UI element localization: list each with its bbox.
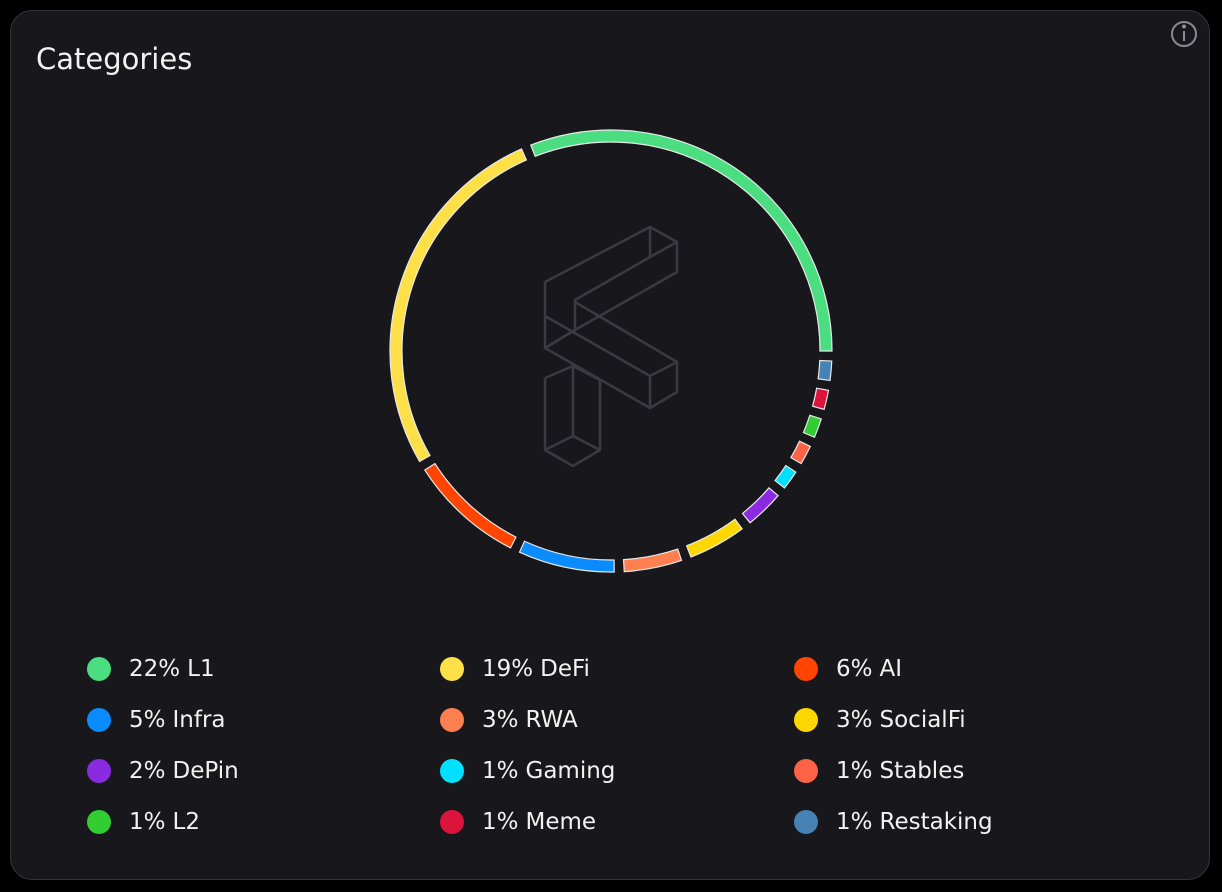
legend-value: 1% [836,809,873,835]
legend-name: SocialFi [880,707,966,733]
legend-label: 1% L2 [129,809,200,835]
legend-label: 1% Gaming [482,758,615,784]
donut-segment [802,414,823,439]
legend-swatch [440,810,464,834]
legend-label: 19% DeFi [482,656,590,682]
legend-label: 22% L1 [129,656,215,682]
legend-swatch [794,810,818,834]
donut-segment [389,148,528,463]
donut-segment [529,129,833,352]
legend-name: Infra [173,707,226,733]
legend-label: 1% Stables [836,758,964,784]
donut-segment [790,440,812,465]
legend-name: DePin [173,758,239,784]
donut-segment [774,464,797,489]
legend-swatch [440,657,464,681]
legend-value: 6% [836,656,873,682]
legend-value: 1% [129,809,166,835]
legend-value: 1% [482,809,519,835]
legend-name: DeFi [540,656,590,682]
legend-label: 2% DePin [129,758,239,784]
legend-value: 19% [482,656,533,682]
chart-title: Categories [36,42,192,76]
donut-segment [817,359,833,382]
legend-swatch [440,759,464,783]
legend-value: 1% [482,758,519,784]
legend-swatch [87,708,111,732]
info-icon[interactable] [1171,21,1197,47]
legend-name: RWA [526,707,579,733]
legend-label: 5% Infra [129,707,226,733]
legend-value: 1% [836,758,873,784]
donut-segment [423,462,517,549]
legend-value: 3% [482,707,519,733]
donut-segment [685,518,743,558]
donut-segment [622,548,683,573]
donut-segment [518,540,615,573]
legend-name: Restaking [880,809,993,835]
legend-name: L1 [187,656,214,682]
legend-value: 3% [836,707,873,733]
legend-name: AI [880,656,903,682]
legend-label: 1% Restaking [836,809,993,835]
legend-swatch [794,708,818,732]
legend-label: 3% SocialFi [836,707,966,733]
donut-segment [741,486,779,524]
legend-swatch [87,810,111,834]
legend-value: 5% [129,707,166,733]
legend-name: L2 [173,809,200,835]
legend-name: Meme [526,809,597,835]
card [10,10,1210,880]
center-logo [543,225,679,468]
legend-name: Stables [880,758,965,784]
legend-name: Gaming [526,758,616,784]
legend-label: 6% AI [836,656,902,682]
legend-label: 1% Meme [482,809,596,835]
legend-value: 22% [129,656,180,682]
legend-swatch [87,759,111,783]
donut-segment [811,387,830,411]
legend-swatch [87,657,111,681]
legend-label: 3% RWA [482,707,578,733]
legend-swatch [440,708,464,732]
legend-swatch [794,657,818,681]
legend-value: 2% [129,758,166,784]
legend-swatch [794,759,818,783]
